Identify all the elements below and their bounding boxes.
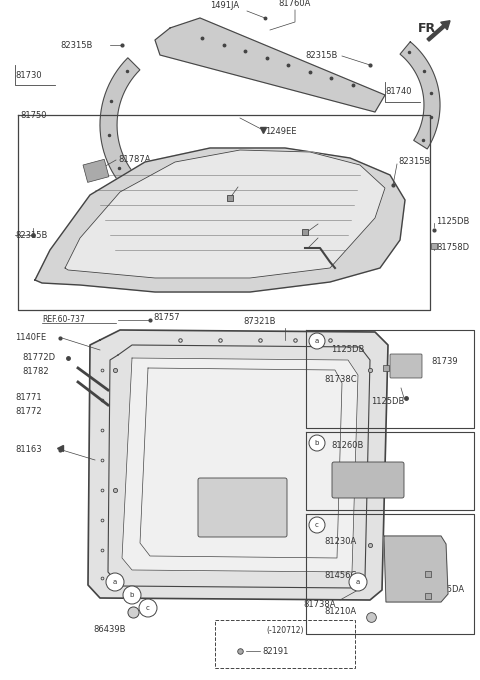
- Text: b: b: [315, 440, 319, 446]
- Text: 81772D: 81772D: [22, 354, 55, 362]
- FancyBboxPatch shape: [198, 478, 287, 537]
- Text: a: a: [113, 579, 117, 585]
- Text: 81740: 81740: [385, 88, 411, 97]
- Text: 81787A: 81787A: [118, 156, 151, 165]
- Text: 81755B: 81755B: [320, 233, 352, 243]
- Text: 81760A: 81760A: [279, 0, 311, 8]
- Text: 81738C: 81738C: [324, 375, 357, 384]
- Text: 81230A: 81230A: [324, 537, 356, 547]
- Text: 81739: 81739: [431, 358, 457, 367]
- Text: 81730: 81730: [15, 71, 42, 80]
- Text: 81772: 81772: [15, 407, 42, 416]
- Text: 81750: 81750: [20, 111, 47, 120]
- Text: a: a: [356, 579, 360, 585]
- Polygon shape: [35, 148, 405, 292]
- Circle shape: [309, 435, 325, 451]
- Text: 82191: 82191: [262, 647, 288, 656]
- Text: REF.60-737: REF.60-737: [42, 316, 85, 324]
- Text: 81163: 81163: [15, 445, 42, 454]
- Text: 1125DB: 1125DB: [371, 398, 404, 407]
- Circle shape: [106, 573, 124, 591]
- Text: 81738A: 81738A: [304, 600, 336, 609]
- Polygon shape: [384, 536, 448, 602]
- Polygon shape: [88, 330, 388, 600]
- Text: 86439B: 86439B: [94, 625, 126, 634]
- FancyArrow shape: [427, 20, 450, 41]
- Text: 82315B: 82315B: [15, 231, 48, 239]
- Text: 81456C: 81456C: [324, 571, 356, 581]
- Polygon shape: [65, 150, 385, 278]
- Polygon shape: [100, 58, 183, 219]
- Polygon shape: [122, 358, 358, 572]
- Text: 1125DB: 1125DB: [436, 218, 469, 226]
- Text: (-120712): (-120712): [266, 626, 304, 636]
- Text: 1125DA: 1125DA: [431, 585, 464, 594]
- Text: 82315B: 82315B: [60, 41, 92, 50]
- Text: 81260B: 81260B: [331, 441, 363, 450]
- Text: 1125DB: 1125DB: [331, 345, 364, 354]
- Text: 81757: 81757: [153, 313, 180, 322]
- Circle shape: [139, 599, 157, 617]
- Text: c: c: [146, 605, 150, 611]
- Text: 1491JA: 1491JA: [210, 1, 240, 10]
- Text: 82315B: 82315B: [398, 158, 431, 167]
- FancyBboxPatch shape: [390, 354, 422, 378]
- Circle shape: [309, 517, 325, 533]
- Circle shape: [309, 333, 325, 349]
- Text: 1140FE: 1140FE: [15, 333, 46, 343]
- Circle shape: [349, 573, 367, 591]
- Text: a: a: [315, 338, 319, 344]
- Text: 81782: 81782: [22, 367, 48, 377]
- Text: 81758D: 81758D: [436, 243, 469, 252]
- Text: 81235B: 81235B: [240, 180, 272, 190]
- Text: 87321B: 87321B: [244, 317, 276, 326]
- Text: 81788A: 81788A: [320, 218, 352, 226]
- Text: 1249EE: 1249EE: [265, 128, 297, 137]
- Text: b: b: [130, 592, 134, 598]
- Polygon shape: [400, 41, 440, 149]
- Text: c: c: [315, 522, 319, 528]
- Circle shape: [123, 586, 141, 604]
- Text: 82315B: 82315B: [305, 50, 337, 60]
- Polygon shape: [155, 18, 385, 112]
- Text: 81210A: 81210A: [324, 607, 356, 617]
- Text: FR.: FR.: [418, 22, 441, 35]
- Bar: [83, 159, 109, 182]
- FancyBboxPatch shape: [332, 462, 404, 498]
- Text: 81771: 81771: [15, 394, 42, 403]
